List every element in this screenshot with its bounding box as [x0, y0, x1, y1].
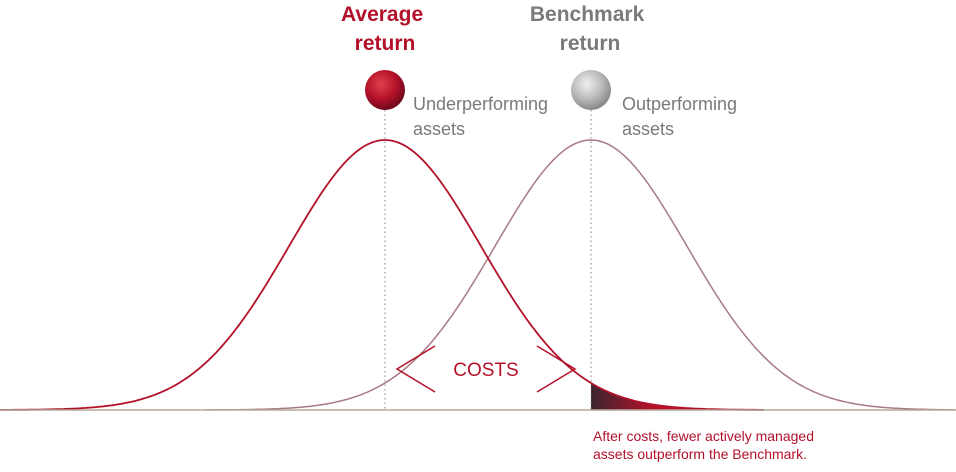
costs-label: COSTS	[453, 360, 518, 381]
curves	[0, 139, 955, 411]
average-curve	[0, 139, 764, 411]
outperforming-label: Outperforming assets	[622, 94, 742, 139]
underperforming-label: Underperforming assets	[413, 94, 553, 139]
benchmark-label: Benchmark return	[530, 3, 650, 55]
benchmark-marker	[571, 70, 611, 110]
benchmark-label-line: return	[560, 32, 621, 55]
underperforming-line: Underperforming	[413, 94, 548, 114]
costs-bracket-left	[395, 345, 436, 393]
average-marker	[365, 70, 405, 110]
note: After costs, fewer actively managed asse…	[593, 428, 818, 462]
note-line: After costs, fewer actively managed	[593, 428, 814, 444]
costs-bracket-right	[536, 345, 577, 393]
outperforming-line: Outperforming	[622, 94, 737, 114]
average-label-line: return	[355, 32, 416, 55]
note-line: assets outperform the Benchmark.	[593, 446, 807, 462]
average-label: Average return	[341, 3, 429, 55]
benchmark-label-line: Benchmark	[530, 3, 645, 26]
underperforming-line: assets	[413, 119, 465, 139]
outperforming-line: assets	[622, 119, 674, 139]
benchmark-curve	[205, 139, 955, 411]
cost-tail	[591, 383, 765, 410]
average-label-line: Average	[341, 3, 423, 26]
